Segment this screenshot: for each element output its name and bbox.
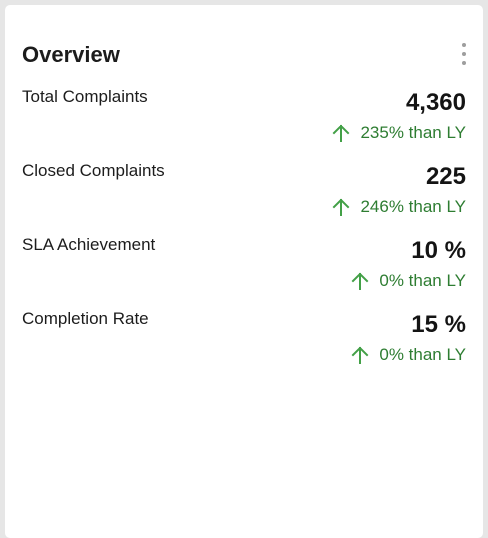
metric-label: SLA Achievement: [22, 235, 156, 254]
metric-label: Total Complaints: [22, 87, 148, 106]
change-text: 246% than LY: [360, 197, 466, 216]
metric-value: 15 %: [411, 311, 466, 338]
metric-value: 4,360: [405, 89, 466, 116]
arrow-up-icon: [333, 198, 350, 216]
arrow-up-icon: [333, 124, 350, 142]
metric-change: 0% than LY: [350, 271, 466, 291]
change-text: 0% than LY: [379, 345, 466, 364]
metric-change: 235% than LY: [331, 123, 466, 143]
metric-sla-achievement: SLA Achievement 10 % 0% than LY: [22, 235, 468, 295]
more-options-icon[interactable]: [457, 43, 471, 65]
arrow-up-icon: [351, 346, 369, 364]
metric-label: Closed Complaints: [22, 161, 165, 180]
metric-label: Completion Rate: [22, 309, 149, 328]
metric-value: 225: [425, 163, 466, 190]
metric-completion-rate: Completion Rate 15 % 0% than LY: [22, 309, 468, 369]
change-text: 235% than LY: [360, 123, 466, 142]
metric-total-complaints: Total Complaints 4,360 235% than LY: [22, 87, 468, 147]
metric-change: 246% than LY: [331, 197, 466, 217]
change-text: 0% than LY: [379, 271, 466, 290]
arrow-up-icon: [351, 272, 369, 290]
metric-closed-complaints: Closed Complaints 225 246% than LY: [22, 161, 468, 221]
overview-card: Overview Total Complaints 4,360 235% tha…: [5, 5, 483, 538]
metric-value: 10 %: [411, 237, 466, 264]
metric-change: 0% than LY: [350, 345, 466, 365]
card-title: Overview: [22, 42, 120, 67]
